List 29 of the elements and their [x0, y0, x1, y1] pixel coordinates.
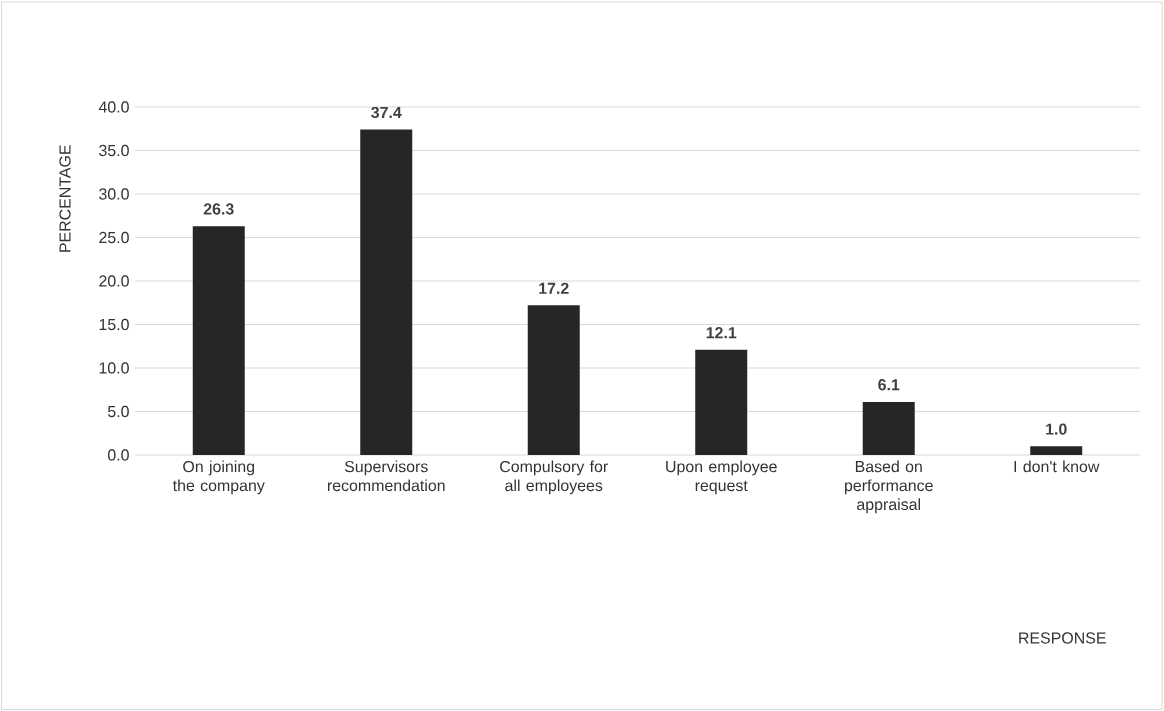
- y-tick-label: 5.0: [107, 405, 129, 418]
- y-tick-label: 25.0: [99, 231, 129, 244]
- bar: [862, 401, 915, 455]
- y-tick-label: 35.0: [99, 144, 129, 157]
- y-tick-label: 15.0: [99, 318, 129, 331]
- bar: [1030, 446, 1083, 455]
- data-label: 17.2: [539, 282, 569, 294]
- bar: [527, 305, 580, 455]
- data-label: 6.1: [878, 379, 900, 391]
- bar: [695, 349, 748, 455]
- x-tick-label: On joining the company: [172, 460, 265, 495]
- x-tick-label: Based on performance appraisal: [845, 460, 933, 514]
- y-axis-title: PERCENTAGE: [59, 145, 71, 252]
- x-tick-label: I don't know: [1014, 460, 1100, 473]
- data-label: 1.0: [1046, 423, 1067, 435]
- y-tick-label: 40.0: [98, 101, 129, 113]
- bar: [192, 226, 245, 455]
- y-tick-label: 10.0: [99, 362, 129, 374]
- y-tick-label: 0.0: [107, 449, 129, 461]
- x-tick-label: Upon employee request: [666, 460, 777, 495]
- text: RESPONSE: [1019, 632, 1106, 644]
- y-tick-label: 20.0: [99, 275, 129, 287]
- x-tick-label: Compulsory for all employees: [500, 460, 608, 495]
- data-label: 37.4: [371, 106, 402, 119]
- y-tick-label: 30.0: [99, 188, 129, 200]
- bar: [360, 129, 413, 455]
- x-tick-label: Supervisors recommendation: [327, 460, 445, 492]
- data-label: 26.3: [203, 203, 234, 215]
- data-label: 12.1: [706, 327, 737, 339]
